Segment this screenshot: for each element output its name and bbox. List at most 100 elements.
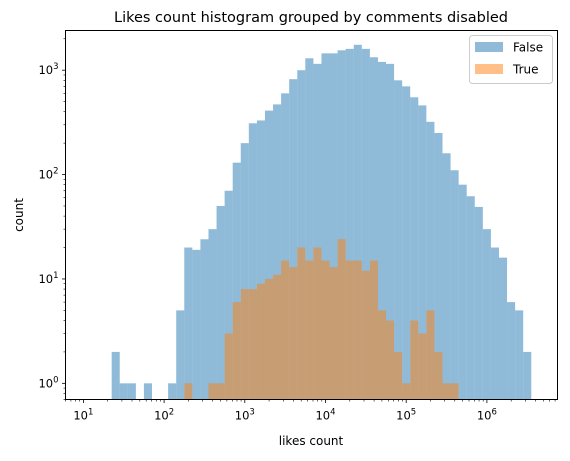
bar bbox=[176, 310, 185, 400]
bar bbox=[353, 44, 362, 400]
bar bbox=[208, 229, 217, 400]
x-tick-label: 102 bbox=[154, 408, 174, 423]
bar bbox=[426, 121, 435, 400]
bar bbox=[248, 289, 257, 400]
bar bbox=[394, 80, 403, 400]
bar bbox=[289, 79, 298, 400]
bar bbox=[184, 383, 193, 400]
bar bbox=[281, 260, 290, 400]
bar bbox=[369, 57, 378, 400]
bar bbox=[216, 205, 225, 400]
bar bbox=[369, 260, 378, 400]
bar bbox=[466, 196, 475, 400]
bar bbox=[200, 239, 209, 400]
bar bbox=[515, 310, 524, 400]
series-true bbox=[184, 239, 459, 400]
bar bbox=[321, 260, 330, 400]
legend-label-false: False bbox=[513, 41, 543, 55]
bar bbox=[329, 267, 338, 400]
y-axis: 100 101 102 103 bbox=[38, 38, 66, 400]
y-tick-label: 100 bbox=[38, 375, 58, 390]
x-tick-label: 103 bbox=[235, 408, 255, 423]
x-tick-label: 101 bbox=[73, 408, 93, 423]
bar bbox=[523, 351, 532, 400]
x-tick-label: 105 bbox=[396, 408, 416, 423]
bar bbox=[192, 249, 201, 400]
bar bbox=[232, 162, 241, 400]
bar bbox=[498, 257, 508, 400]
legend-swatch-true bbox=[475, 64, 503, 74]
legend-label-true: True bbox=[512, 63, 539, 77]
bar bbox=[458, 184, 467, 400]
bar bbox=[305, 58, 314, 400]
bar bbox=[208, 383, 217, 400]
bar bbox=[418, 105, 427, 400]
bar bbox=[329, 53, 338, 400]
bar bbox=[240, 289, 249, 400]
bar bbox=[361, 270, 370, 400]
bar bbox=[482, 229, 491, 400]
bar bbox=[507, 302, 516, 400]
bar bbox=[168, 383, 177, 400]
bar bbox=[450, 383, 459, 400]
bar bbox=[264, 278, 274, 400]
bar bbox=[426, 310, 435, 400]
bar bbox=[394, 351, 403, 400]
bar bbox=[273, 274, 282, 400]
bar bbox=[377, 61, 387, 400]
bar bbox=[232, 302, 241, 400]
bar bbox=[313, 247, 322, 400]
bar bbox=[127, 383, 136, 400]
bar bbox=[337, 239, 346, 400]
bar bbox=[224, 333, 233, 400]
y-axis-label: count bbox=[12, 198, 26, 232]
bar bbox=[474, 206, 483, 400]
bar bbox=[434, 133, 443, 400]
bar bbox=[353, 260, 362, 400]
y-tick-label: 103 bbox=[38, 62, 58, 77]
bar bbox=[224, 190, 233, 400]
bar bbox=[297, 70, 306, 400]
bar bbox=[450, 170, 459, 400]
bar bbox=[216, 383, 225, 400]
x-tick-label: 106 bbox=[477, 408, 497, 423]
x-axis-label: likes count bbox=[279, 434, 344, 448]
bar bbox=[111, 351, 120, 400]
bar bbox=[184, 247, 193, 400]
x-tick-label: 104 bbox=[315, 408, 335, 423]
plot-frame bbox=[65, 30, 558, 400]
bar bbox=[402, 383, 411, 400]
bar bbox=[256, 120, 265, 400]
bar bbox=[289, 267, 298, 400]
bar bbox=[345, 48, 354, 400]
bar bbox=[490, 247, 499, 400]
bar bbox=[402, 86, 411, 400]
bar bbox=[442, 383, 451, 400]
series-false bbox=[111, 44, 532, 400]
bar bbox=[273, 104, 282, 400]
bar bbox=[297, 247, 306, 400]
bar bbox=[361, 48, 370, 400]
bar bbox=[313, 63, 322, 400]
bar bbox=[442, 153, 451, 400]
bar bbox=[345, 260, 354, 400]
bar bbox=[418, 333, 427, 400]
x-axis: 101 102 103 104 105 106 bbox=[65, 399, 556, 423]
bar bbox=[386, 63, 395, 400]
y-tick-label: 101 bbox=[38, 271, 58, 286]
bar bbox=[240, 143, 249, 400]
bars-layer bbox=[111, 44, 532, 400]
bar bbox=[410, 97, 419, 400]
bar bbox=[119, 383, 128, 400]
bar bbox=[337, 50, 346, 400]
bar bbox=[305, 260, 314, 400]
legend: False True bbox=[469, 35, 553, 84]
bar bbox=[321, 53, 330, 400]
bar bbox=[264, 110, 274, 400]
bar bbox=[248, 123, 257, 400]
chart-title: Likes count histogram grouped by comment… bbox=[114, 10, 508, 26]
bar bbox=[386, 320, 395, 400]
bar bbox=[410, 320, 419, 400]
